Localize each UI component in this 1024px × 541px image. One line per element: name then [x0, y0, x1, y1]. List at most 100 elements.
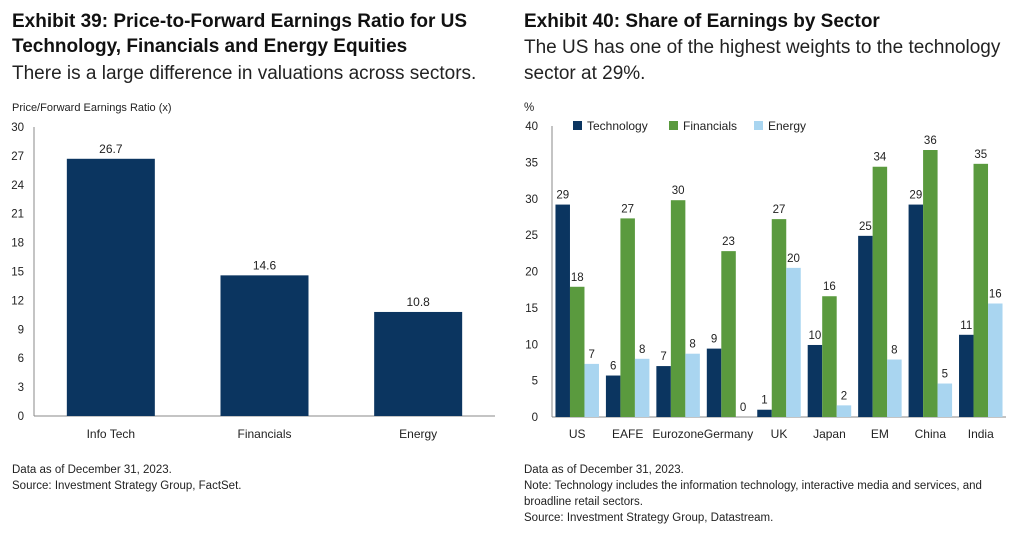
bar — [66, 158, 155, 417]
bar — [374, 311, 463, 416]
bar-value-label: 35 — [974, 149, 987, 161]
exhibit-39-panel: Exhibit 39: Price-to-Forward Earnings Ra… — [0, 0, 510, 541]
legend-label: Technology — [587, 119, 648, 133]
y-tick-label: 40 — [525, 121, 538, 133]
bar-value-label: 8 — [891, 345, 897, 357]
y-tick-label: 3 — [18, 382, 24, 394]
bar — [807, 344, 823, 417]
bar — [887, 359, 902, 417]
bar — [937, 383, 953, 417]
bar — [685, 353, 700, 417]
exhibit-40-footnote-date: Data as of December 31, 2023. — [524, 464, 684, 476]
legend-swatch — [754, 121, 763, 130]
exhibit-39-chart: Price/Forward Earnings Ratio (x) 0 3 6 9 12 15… — [11, 102, 495, 441]
legend-swatch — [573, 121, 582, 130]
y-tick-label: 15 — [11, 267, 24, 279]
y-axis-title: % — [524, 102, 534, 114]
exhibit-40-footnote-note-cont: broadline retail sectors. — [524, 496, 643, 508]
x-tick-label: EAFE — [612, 427, 643, 441]
bar — [620, 218, 635, 417]
bar — [555, 204, 570, 417]
exhibit-39-footnote-source: Source: Investment Strategy Group, FactS… — [12, 480, 242, 492]
y-tick-label: 6 — [18, 353, 24, 365]
bar-value-label: 23 — [722, 236, 735, 248]
x-tick-label: Germany — [704, 427, 753, 441]
exhibit-39-title-line1: Exhibit 39: Price-to-Forward Earnings Ra… — [12, 11, 468, 32]
bar — [757, 409, 772, 417]
bar — [923, 150, 938, 417]
bar-value-label: 5 — [942, 369, 948, 381]
bar-value-label: 20 — [787, 253, 800, 265]
bar — [584, 363, 599, 417]
x-tick-label: China — [915, 427, 947, 441]
y-tick-label: 35 — [525, 157, 538, 169]
exhibit-40-footnote-note: Note: Technology includes the informatio… — [524, 480, 982, 492]
bar-value-label: 11 — [960, 320, 972, 332]
y-tick-label: 30 — [525, 194, 538, 206]
legend-label: Financials — [683, 119, 737, 133]
y-tick-label: 15 — [525, 303, 538, 315]
bar-value-label: 6 — [610, 361, 616, 373]
bar-value-label: 2 — [841, 390, 847, 402]
bar-value-label: 27 — [773, 204, 786, 216]
bar — [858, 235, 873, 417]
x-tick-label: Energy — [399, 427, 437, 441]
exhibit-40-footnote-source: Source: Investment Strategy Group, Datas… — [524, 512, 774, 524]
bar — [220, 275, 309, 416]
bar — [822, 296, 837, 417]
bar-value-label: 14.6 — [253, 258, 277, 272]
bar-value-label: 0 — [740, 402, 746, 414]
bar-value-label: 7 — [660, 351, 666, 363]
bar — [605, 375, 621, 417]
bar — [786, 267, 801, 417]
x-tick-label: EM — [871, 427, 889, 441]
exhibit-40-subtitle-line1: The US has one of the highest weights to… — [524, 37, 1001, 58]
bar-value-label: 36 — [924, 135, 937, 147]
x-tick-label: Financials — [237, 427, 291, 441]
bar-value-label: 8 — [639, 344, 645, 356]
y-tick-label: 9 — [18, 324, 24, 336]
y-tick-label: 30 — [11, 122, 24, 134]
bar — [908, 204, 924, 417]
y-tick-label: 18 — [11, 238, 24, 250]
y-tick-label: 20 — [525, 267, 538, 279]
y-tick-label: 0 — [18, 411, 24, 423]
bar — [771, 219, 787, 417]
x-tick-label: Japan — [813, 427, 846, 441]
bar — [872, 166, 888, 417]
bar-value-label: 16 — [989, 289, 1002, 301]
bar-value-label: 7 — [589, 349, 595, 361]
y-tick-label: 5 — [532, 376, 538, 388]
bar — [569, 286, 585, 417]
y-tick-label: 25 — [525, 230, 538, 242]
y-tick-label: 27 — [11, 151, 24, 163]
bar-value-label: 27 — [621, 203, 634, 215]
bar-value-label: 10 — [809, 330, 822, 342]
legend-swatch — [669, 121, 678, 130]
x-tick-label: Info Tech — [87, 427, 135, 441]
bar — [959, 334, 974, 417]
x-tick-label: India — [968, 427, 994, 441]
bar-value-label: 30 — [672, 185, 685, 197]
exhibit-39-title-line2: Technology, Financials and Energy Equiti… — [12, 36, 408, 57]
bar-value-label: 9 — [711, 334, 717, 346]
bar-value-label: 29 — [556, 190, 569, 202]
x-tick-label: UK — [771, 427, 788, 441]
bar — [721, 251, 736, 417]
y-tick-label: 12 — [11, 295, 24, 307]
y-axis-title: Price/Forward Earnings Ratio (x) — [12, 102, 172, 114]
bar — [706, 348, 722, 417]
x-tick-label: US — [569, 427, 586, 441]
bar-value-label: 1 — [761, 395, 767, 407]
bar-value-label: 16 — [823, 281, 836, 293]
bar — [973, 163, 989, 417]
bar — [634, 358, 650, 417]
bar-value-label: 18 — [571, 272, 584, 284]
bar-value-label: 34 — [873, 152, 886, 164]
exhibit-39-footnote-date: Data as of December 31, 2023. — [12, 464, 172, 476]
bar-value-label: 26.7 — [99, 142, 123, 156]
bar-value-label: 29 — [909, 190, 922, 202]
bar-value-label: 8 — [689, 339, 695, 351]
bar — [836, 405, 852, 417]
